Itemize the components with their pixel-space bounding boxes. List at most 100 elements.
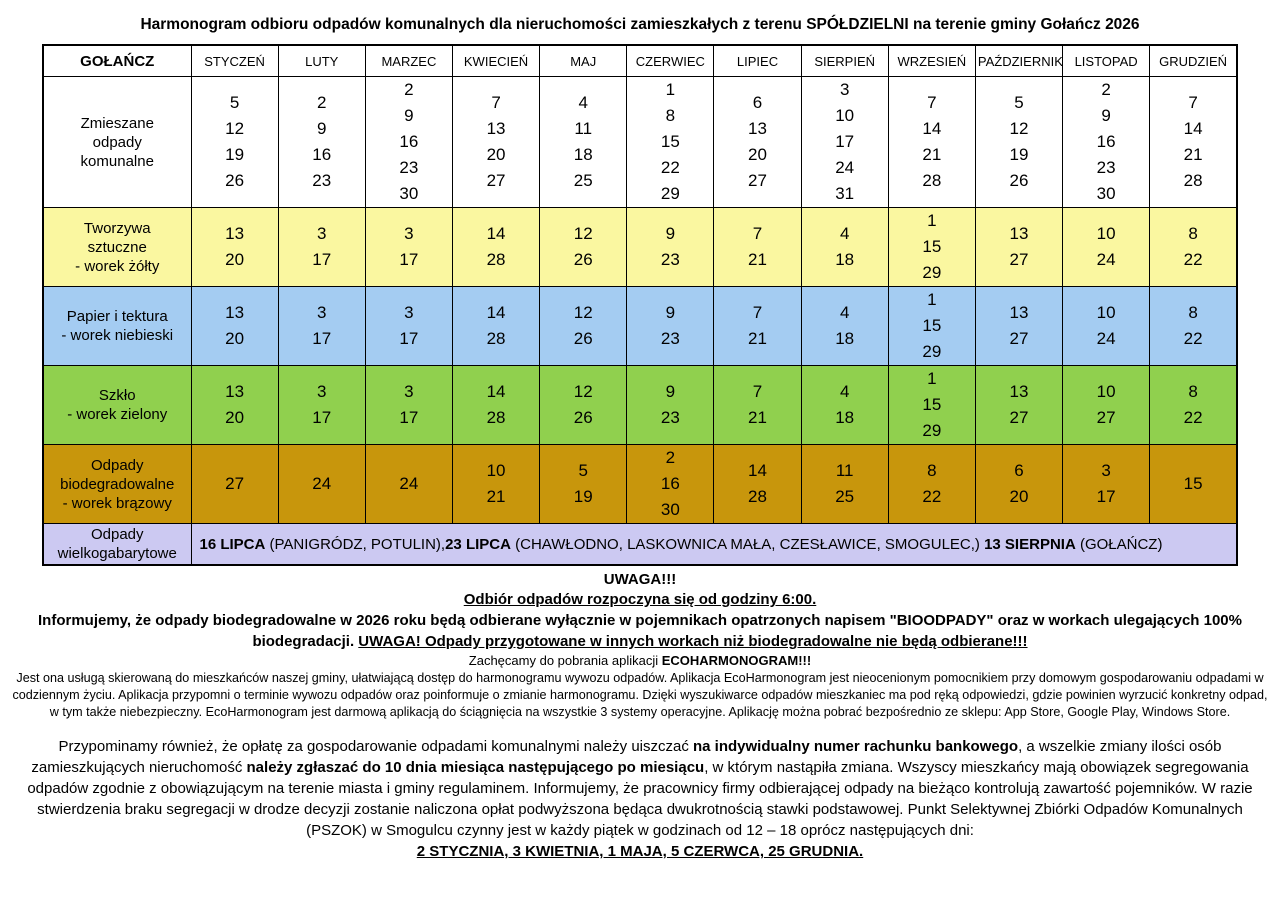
waste-row-glass-green-bag: Szkło - worek zielony 13 20 3 17 3 17 14 28 1… [42, 365, 1238, 445]
date-cell: 1 8 15 22 29 [626, 76, 715, 208]
date-cell: 10 24 [1062, 286, 1151, 366]
date-cell: 3 10 17 24 31 [800, 76, 889, 208]
text-segment: 16 LIPCA [199, 535, 266, 553]
collection-start-time-note: Odbiór odpadów rozpoczyna się od godziny… [10, 590, 1270, 610]
date-cell: 14 28 [451, 365, 541, 445]
date-cell: 5 12 19 26 [974, 76, 1064, 208]
text-segment: Informujemy, że odpady biodegradowalne w… [38, 612, 1242, 650]
text-segment: , w którym nastąpiła zmiana. Wszyscy mie… [27, 759, 1253, 839]
text-segment: Odbiór odpadów rozpoczyna się od godziny… [463, 591, 817, 608]
month-header: WRZESIEŃ [887, 44, 976, 77]
text-segment: 2 STYCZNIA, 3 KWIETNIA, 1 MAJA, 5 CZERWC… [416, 843, 864, 860]
month-header: KWIECIEŃ [451, 44, 541, 77]
date-cell: 3 17 [1062, 444, 1151, 524]
date-cell: 3 17 [364, 365, 453, 445]
date-cell: 2 16 30 [626, 444, 715, 524]
date-cell: 14 28 [713, 444, 802, 524]
date-cell: 1 15 29 [887, 207, 976, 287]
date-cell: 6 13 20 27 [713, 76, 802, 208]
month-header: MARZEC [364, 44, 453, 77]
date-cell: 3 17 [277, 365, 366, 445]
date-cell: 9 23 [626, 286, 715, 366]
text-segment: Zachęcamy do pobrania aplikacji [468, 653, 662, 668]
date-cell: 5 12 19 26 [190, 76, 279, 208]
date-cell: 4 18 [800, 365, 889, 445]
text-segment: UWAGA! Odpady przygotowane w innych work… [358, 633, 1028, 650]
date-cell: 12 26 [539, 365, 628, 445]
date-cell: 13 27 [974, 365, 1064, 445]
date-cell: 3 17 [364, 286, 453, 366]
date-cell: 12 26 [539, 286, 628, 366]
text-segment: ECOHARMONOGRAM!!! [661, 653, 812, 668]
text-segment: Przypominamy również, że opłatę za gospo… [58, 738, 693, 755]
waste-row-bulky-waste: Odpady wielkogabarytowe 16 LIPCA (PANIGRÓ… [42, 523, 1238, 566]
text-segment: UWAGA!!! [603, 571, 677, 588]
text-segment: należy zgłaszać do 10 dnia miesiąca nast… [246, 759, 705, 776]
pszok-closed-days-note: 2 STYCZNIA, 3 KWIETNIA, 1 MAJA, 5 CZERWC… [10, 841, 1270, 862]
month-header: SIERPIEŃ [800, 44, 889, 77]
date-cell: 4 18 [800, 207, 889, 287]
date-cell: 2 9 16 23 [277, 76, 366, 208]
date-cell: 1 15 29 [887, 365, 976, 445]
month-header: STYCZEŃ [190, 44, 279, 77]
date-cell: 9 23 [626, 207, 715, 287]
date-cell: 7 13 20 27 [451, 76, 541, 208]
bulky-waste-dates-cell: 16 LIPCA (PANIGRÓDZ, POTULIN),23 LIPCA (… [190, 523, 1238, 566]
app-description-note: Jest ona usługą skierowaną do mieszkańcó… [10, 670, 1270, 721]
date-cell: 24 [277, 444, 366, 524]
date-cell: 5 19 [539, 444, 628, 524]
text-segment: Jest ona usługą skierowaną do mieszkańcó… [12, 671, 1268, 719]
date-cell: 6 20 [974, 444, 1064, 524]
date-cell: 8 22 [887, 444, 976, 524]
date-cell: 14 28 [451, 286, 541, 366]
month-header: PAŹDZIERNIK [974, 44, 1064, 77]
waste-row-mixed-municipal-waste: Zmieszane odpady komunalne 5 12 19 26 2 9 … [42, 76, 1238, 208]
date-cell: 9 23 [626, 365, 715, 445]
row-label-mixed-municipal-waste: Zmieszane odpady komunalne [42, 76, 192, 208]
date-cell: 8 22 [1149, 207, 1238, 287]
date-cell: 13 20 [190, 286, 279, 366]
date-cell: 27 [190, 444, 279, 524]
month-header: CZERWIEC [626, 44, 715, 77]
date-cell: 10 27 [1062, 365, 1151, 445]
date-cell: 4 11 18 25 [539, 76, 628, 208]
row-label-plastics-yellow-bag: Tworzywa sztuczne - worek żółty [42, 207, 192, 287]
date-cell: 10 21 [451, 444, 541, 524]
date-cell: 7 21 [713, 207, 802, 287]
date-cell: 8 22 [1149, 365, 1238, 445]
payment-and-pszok-note: Przypominamy również, że opłatę za gospo… [10, 736, 1270, 841]
date-cell: 4 18 [800, 286, 889, 366]
table-corner-city-label: GOŁAŃCZ [42, 44, 192, 77]
row-label-paper-blue-bag: Papier i tektura - worek niebieski [42, 286, 192, 366]
date-cell: 15 [1149, 444, 1238, 524]
text-segment: (GOŁAŃCZ) [1075, 535, 1163, 553]
uwaga-heading: UWAGA!!! [10, 570, 1270, 590]
date-cell: 8 22 [1149, 286, 1238, 366]
text-segment: 13 SIERPNIA [984, 535, 1076, 553]
biodegradable-info-note: Informujemy, że odpady biodegradowalne w… [10, 610, 1270, 652]
date-cell: 7 21 [713, 365, 802, 445]
waste-row-biodegradable-brown-bag: Odpady biodegradowalne - worek brązowy 27… [42, 444, 1238, 524]
date-cell: 24 [364, 444, 453, 524]
date-cell: 13 27 [974, 286, 1064, 366]
date-cell: 13 20 [190, 207, 279, 287]
date-cell: 3 17 [364, 207, 453, 287]
date-cell: 12 26 [539, 207, 628, 287]
month-header-row: GOŁAŃCZ STYCZEŃ LUTY MARZEC KWIECIEŃ MAJ CZERW… [42, 44, 1238, 77]
month-header: LISTOPAD [1062, 44, 1151, 77]
month-header: MAJ [539, 44, 628, 77]
text-segment: (CHAWŁODNO, LASKOWNICA MAŁA, CZESŁAWICE,… [510, 535, 985, 553]
text-segment: na indywidualny numer rachunku bankowego [693, 738, 1019, 755]
date-cell: 3 17 [277, 207, 366, 287]
waste-row-plastics-yellow-bag: Tworzywa sztuczne - worek żółty 13 20 3 17… [42, 207, 1238, 287]
date-cell: 2 9 16 23 30 [364, 76, 453, 208]
date-cell: 2 9 16 23 30 [1062, 76, 1151, 208]
row-label-biodegradable-brown-bag: Odpady biodegradowalne - worek brązowy [42, 444, 192, 524]
notes-section: UWAGA!!! Odbiór odpadów rozpoczyna się o… [0, 570, 1280, 862]
row-label-glass-green-bag: Szkło - worek zielony [42, 365, 192, 445]
date-cell: 3 17 [277, 286, 366, 366]
date-cell: 11 25 [800, 444, 889, 524]
text-segment: 23 LIPCA [445, 535, 511, 553]
date-cell: 14 28 [451, 207, 541, 287]
month-header: GRUDZIEŃ [1149, 44, 1238, 77]
